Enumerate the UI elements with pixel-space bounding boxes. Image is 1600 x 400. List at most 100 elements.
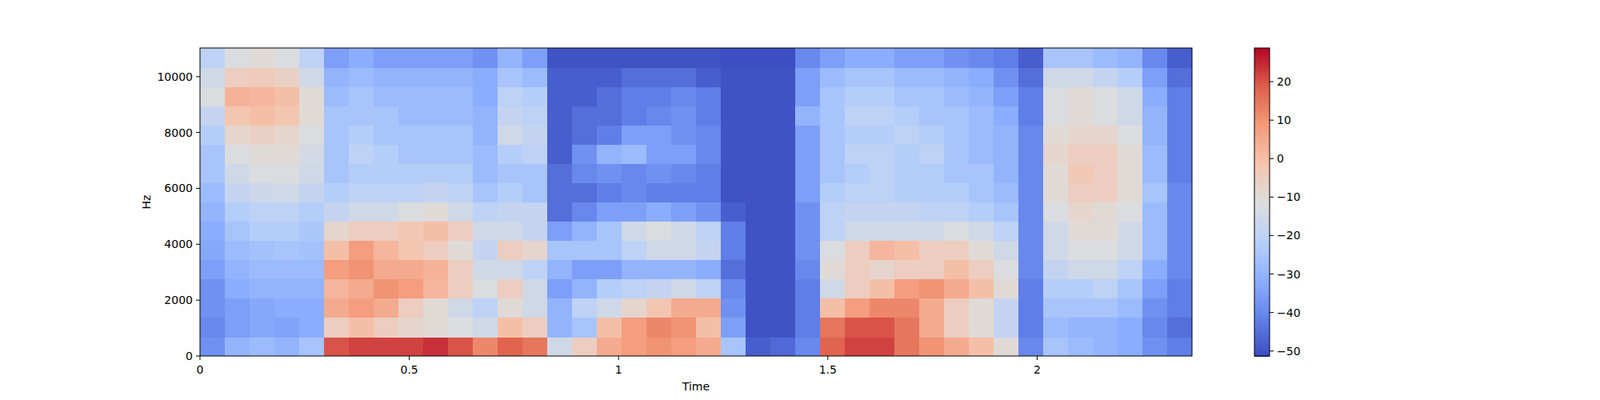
cell	[324, 279, 350, 300]
colorbar-tick-label: 10	[1276, 113, 1292, 127]
cell	[1117, 124, 1144, 145]
cell	[1043, 163, 1069, 184]
cell	[249, 317, 276, 338]
cell	[696, 105, 722, 126]
cell	[696, 67, 722, 88]
cell	[324, 86, 350, 107]
cell	[745, 182, 772, 203]
cell	[894, 86, 920, 107]
cell	[373, 163, 400, 184]
cell	[745, 240, 772, 261]
cell	[224, 240, 251, 261]
cell	[795, 124, 821, 145]
cell	[1018, 202, 1044, 223]
cell	[844, 260, 871, 280]
cell	[1092, 317, 1119, 338]
cell	[820, 317, 846, 338]
cell	[720, 105, 747, 126]
cell	[448, 182, 474, 203]
cell	[720, 163, 747, 184]
cell	[572, 105, 598, 126]
cell	[919, 202, 945, 223]
x-tick-label: 1.5	[819, 363, 837, 376]
cell	[1018, 260, 1044, 280]
cell	[398, 260, 424, 280]
cell	[596, 202, 623, 223]
cell	[547, 124, 573, 145]
cell	[745, 279, 772, 300]
cell	[547, 67, 573, 88]
colorbar-tick-label: −20	[1276, 228, 1301, 242]
cell	[944, 317, 970, 338]
cell	[621, 260, 648, 280]
cell	[820, 86, 846, 107]
cell	[274, 221, 300, 242]
cell	[993, 144, 1020, 164]
cell	[373, 67, 400, 88]
cell	[423, 48, 449, 68]
cell	[423, 336, 449, 356]
cell	[696, 240, 722, 261]
cell	[324, 240, 350, 261]
cell	[820, 298, 846, 319]
x-tick-label: 0	[196, 363, 204, 376]
cell	[348, 86, 375, 107]
cell	[497, 202, 524, 223]
cell	[720, 221, 747, 242]
cell	[348, 163, 375, 184]
cell	[448, 163, 474, 184]
cell	[720, 260, 747, 280]
cell	[249, 336, 276, 356]
cell	[621, 86, 648, 107]
cell	[944, 260, 970, 280]
cell	[448, 298, 474, 319]
cell	[1018, 336, 1044, 356]
cell	[944, 298, 970, 319]
cell	[398, 202, 424, 223]
cell	[968, 336, 995, 356]
cell	[1142, 336, 1168, 356]
cell	[398, 240, 424, 261]
cell	[919, 144, 945, 164]
cell	[1117, 48, 1144, 68]
cell	[968, 221, 995, 242]
cell	[1068, 105, 1094, 126]
cell	[274, 48, 300, 68]
cell	[1092, 202, 1119, 223]
cell	[373, 124, 400, 145]
cell	[249, 221, 276, 242]
cell	[720, 144, 747, 164]
y-tick	[196, 132, 200, 133]
cell	[522, 336, 548, 356]
cell	[795, 105, 821, 126]
cell	[944, 240, 970, 261]
x-tick-label: 2	[1033, 363, 1041, 376]
cell	[324, 317, 350, 338]
cell	[1068, 336, 1094, 356]
cell	[869, 67, 896, 88]
cell	[472, 144, 499, 164]
cell	[696, 279, 722, 300]
cell	[770, 317, 796, 338]
cell	[621, 298, 648, 319]
x-tick	[200, 356, 201, 360]
cell	[894, 298, 920, 319]
cell	[522, 221, 548, 242]
cell	[720, 240, 747, 261]
cell	[919, 279, 945, 300]
cell	[324, 298, 350, 319]
cell	[745, 48, 772, 68]
cell	[844, 124, 871, 145]
cell	[249, 48, 276, 68]
cell	[1043, 182, 1069, 203]
cell	[621, 202, 648, 223]
cell	[472, 163, 499, 184]
y-tick-label: 4000	[164, 237, 193, 251]
cell	[522, 182, 548, 203]
cell	[894, 144, 920, 164]
cell	[224, 182, 251, 203]
cell	[200, 298, 226, 319]
colorbar-tick-label: 0	[1276, 152, 1284, 165]
plot-frame	[200, 48, 1192, 356]
cell	[348, 298, 375, 319]
